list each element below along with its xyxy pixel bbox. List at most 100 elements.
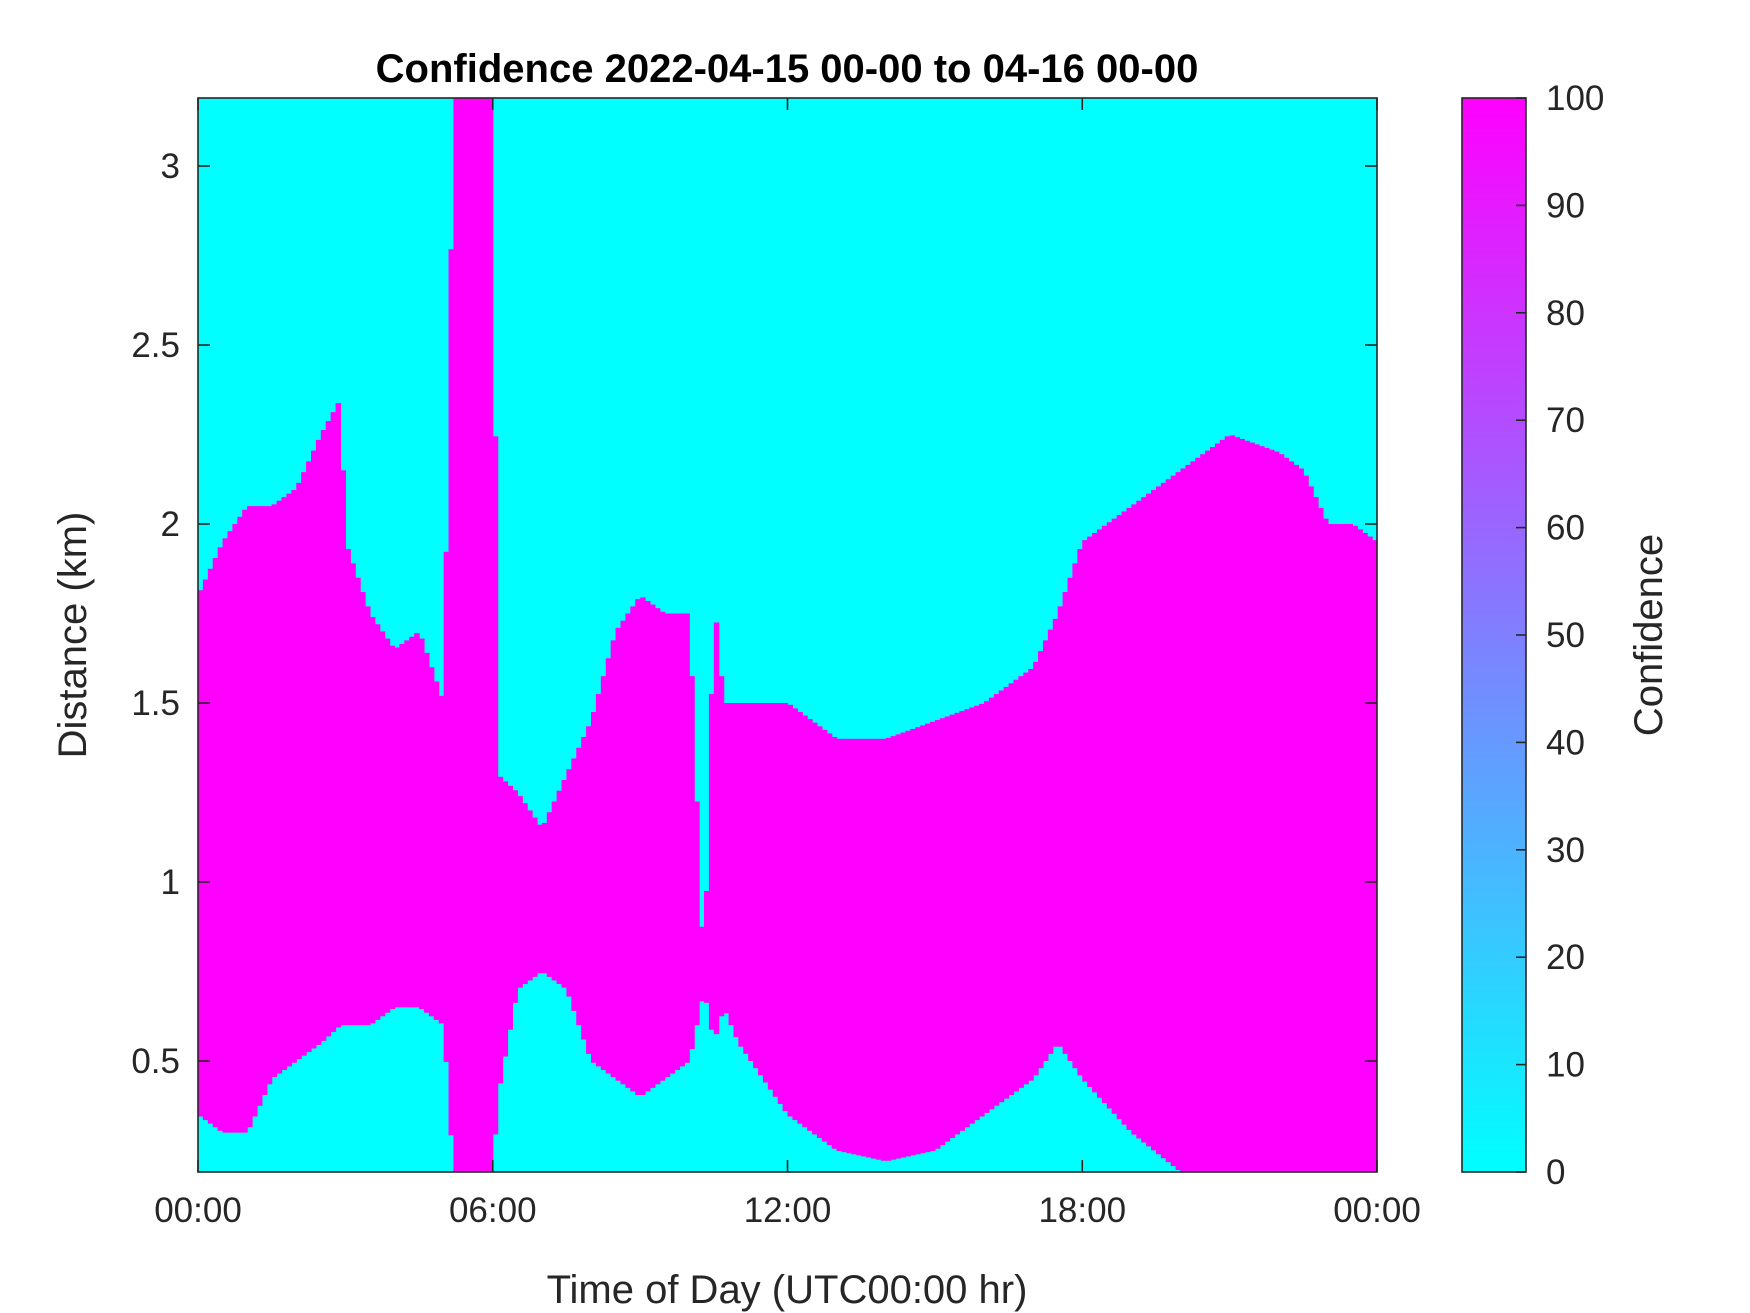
heatmap-column: [237, 516, 243, 1133]
colorbar-tick-label: 50: [1546, 616, 1585, 655]
heatmap-column: [1151, 490, 1157, 1151]
heatmap-column: [831, 737, 838, 1149]
heatmap-column: [1332, 524, 1339, 1172]
y-tick-label: 2.5: [131, 326, 180, 365]
heatmap-column: [306, 461, 312, 1053]
heatmap-column: [1141, 497, 1147, 1143]
heatmap-column: [536, 824, 543, 974]
heatmap-column: [610, 640, 617, 1078]
heatmap-column: [1214, 443, 1221, 1172]
colorbar-tick-label: 70: [1546, 401, 1585, 440]
heatmap-column: [684, 613, 690, 1063]
heatmap-column: [340, 470, 346, 1026]
x-tick-label: 18:00: [1038, 1191, 1126, 1230]
heatmap-column: [379, 631, 386, 1017]
heatmap-column: [1283, 457, 1290, 1172]
heatmap-column: [517, 796, 523, 988]
heatmap-column: [291, 490, 297, 1063]
heatmap-column: [1229, 435, 1236, 1172]
heatmap-column: [556, 790, 563, 985]
heatmap-column: [261, 506, 268, 1096]
y-axis: 0.5 1 1.5 2 2.5 3: [131, 147, 1377, 1081]
heatmap-column: [448, 249, 455, 1136]
heatmap-column: [890, 736, 897, 1160]
heatmap-column: [1180, 468, 1187, 1172]
heatmap-column: [335, 403, 342, 1028]
colorbar: 0 10 20 30 40 50 60 70 80 90 100 Confidence: [1461, 79, 1671, 1192]
heatmap-column: [1003, 686, 1010, 1099]
heatmap-column: [640, 597, 646, 1096]
heatmap-column: [394, 647, 401, 1008]
heatmap-column: [807, 719, 813, 1131]
heatmap-column: [1259, 446, 1265, 1172]
heatmap-column: [202, 579, 209, 1121]
heatmap-column: [689, 676, 695, 1050]
heatmap-column: [934, 720, 941, 1149]
heatmap-column: [669, 613, 676, 1074]
heatmap-column: [1298, 468, 1304, 1172]
heatmap-column: [694, 801, 700, 1026]
heatmap-column: [954, 712, 961, 1135]
y-tick-label: 2: [161, 505, 180, 544]
heatmap-column: [871, 738, 877, 1159]
heatmap-column: [512, 790, 518, 1003]
heatmap-column: [1342, 524, 1349, 1172]
heatmap-column: [198, 590, 204, 1117]
heatmap-column: [846, 738, 852, 1154]
heatmap-column: [895, 734, 902, 1159]
heatmap-column: [1352, 525, 1358, 1172]
heatmap-column: [905, 730, 911, 1157]
heatmap-column: [1327, 524, 1334, 1172]
heatmap-column: [256, 506, 263, 1106]
heatmap-column: [576, 747, 582, 1026]
heatmap-column: [330, 412, 337, 1032]
heatmap-column: [1072, 563, 1078, 1069]
heatmap-column: [1362, 532, 1368, 1172]
chart-title: Confidence 2022-04-15 00-00 to 04-16 00-…: [376, 47, 1199, 91]
x-axis-label: Time of Day (UTC00:00 hr): [547, 1268, 1028, 1312]
heatmap-column: [227, 531, 233, 1133]
heatmap-column: [1278, 454, 1285, 1172]
heatmap-column: [635, 599, 641, 1096]
heatmap-column: [797, 711, 803, 1124]
colorbar-tick-label: 80: [1546, 294, 1585, 333]
heatmap-column: [959, 711, 965, 1131]
heatmap-column: [433, 681, 440, 1020]
heatmap-column: [856, 738, 862, 1156]
heatmap-column: [360, 592, 366, 1026]
heatmap-column: [920, 725, 926, 1154]
heatmap-column: [473, 98, 479, 1172]
heatmap-column: [1254, 444, 1260, 1172]
heatmap-column: [758, 703, 764, 1076]
heatmap-column: [915, 727, 921, 1155]
heatmap-column: [984, 701, 990, 1113]
heatmap-column: [276, 500, 283, 1074]
heatmap-column: [812, 722, 818, 1135]
heatmap-column: [522, 803, 528, 985]
heatmap-column: [252, 506, 258, 1117]
heatmap-column: [409, 636, 415, 1008]
heatmap-column: [1165, 479, 1172, 1163]
heatmap-column: [615, 627, 622, 1081]
colorbar-gradient: [1462, 98, 1526, 1172]
heatmap-column: [1028, 669, 1034, 1081]
heatmap-column: [345, 549, 351, 1026]
heatmap-column: [713, 622, 720, 1035]
heatmap-column: [207, 568, 214, 1124]
heatmap-column: [949, 714, 956, 1138]
heatmap-column: [1273, 451, 1280, 1172]
heatmap-column: [861, 738, 867, 1157]
heatmap-column: [571, 758, 577, 1011]
heatmap-column: [605, 658, 612, 1074]
heatmap-column: [507, 785, 513, 1030]
heatmap-column: [979, 703, 985, 1117]
heatmap-column: [1116, 515, 1123, 1120]
heatmap-column: [1052, 618, 1059, 1047]
heatmap-column: [271, 504, 278, 1078]
heatmap-column: [404, 640, 410, 1008]
heatmap-column: [399, 643, 405, 1008]
heatmap-column: [1318, 507, 1324, 1172]
heatmap-column: [743, 703, 749, 1054]
heatmap-column: [492, 436, 499, 1135]
heatmap-column: [944, 716, 951, 1142]
